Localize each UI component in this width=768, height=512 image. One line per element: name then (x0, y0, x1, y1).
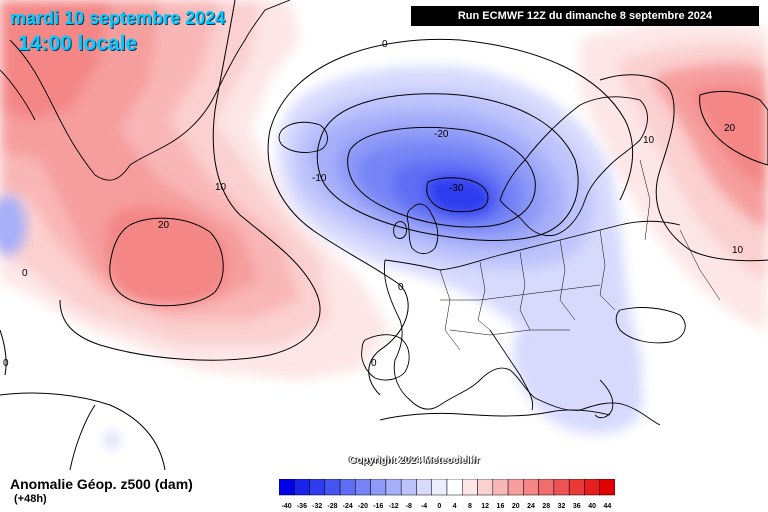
legend-value: 20 (512, 503, 520, 510)
legend-swatch (279, 479, 295, 496)
legend-swatch (385, 479, 402, 496)
forecast-time: 14:00 locale (18, 32, 138, 55)
legend-value: 40 (588, 503, 596, 510)
legend-value: -4 (421, 503, 427, 510)
legend-value: -16 (373, 503, 383, 510)
country-borders (439, 159, 721, 351)
legend-value: -24 (343, 503, 353, 510)
copyright-notice: Copyright 2024 Meteociel.fr (349, 455, 480, 466)
legend-value: -8 (406, 503, 412, 510)
legend-value: 36 (573, 503, 581, 510)
legend-swatch (462, 479, 478, 496)
legend-swatch (568, 479, 585, 496)
forecast-date: mardi 10 septembre 2024 (10, 8, 226, 28)
legend-value: 12 (481, 503, 489, 510)
legend-swatch (538, 479, 555, 496)
legend-value: 4 (453, 503, 457, 510)
legend-swatch (355, 479, 371, 496)
anomaly-map: 0 -10 -20 -30 10 20 0 0 10 10 20 0 0 (0, 0, 768, 470)
legend-swatch (553, 479, 570, 496)
contour-label: -10 (312, 173, 327, 184)
coastlines (0, 0, 686, 426)
negative-anomaly-north (278, 66, 642, 413)
legend-swatch (477, 479, 494, 496)
legend-swatch (492, 479, 509, 496)
contour-label: 0 (3, 358, 9, 369)
legend-swatch (294, 479, 310, 496)
legend-swatch (584, 479, 600, 496)
legend-swatch (599, 479, 615, 496)
parameter-label: Anomalie Géop. z500 (dam) (10, 476, 193, 492)
lead-time-label: (+48h) (14, 493, 47, 505)
legend-value: 0 (437, 503, 441, 510)
negative-anomaly-balkans (104, 326, 643, 448)
positive-anomaly-east (580, 23, 768, 330)
contour-label: 0 (371, 358, 377, 369)
legend-swatch (523, 479, 539, 496)
legend-swatch (416, 479, 432, 496)
color-legend: -40 -36 -32 -28 -24 -20 -16 -12 -8 -4 0 4 8 12 16 20 24 2… (279, 479, 615, 510)
legend-value: -28 (327, 503, 337, 510)
legend-swatch (309, 479, 326, 496)
legend-swatch (339, 479, 356, 496)
contour-label: 10 (732, 245, 744, 256)
legend-value: 44 (603, 503, 611, 510)
contour-labels: 0 -10 -20 -30 10 20 0 0 10 10 20 0 0 (3, 39, 744, 369)
positive-anomaly-west (0, 0, 390, 380)
contour-label: 0 (382, 39, 388, 50)
legend-swatch (370, 479, 387, 496)
contour-label: 10 (215, 182, 227, 193)
contour-label: 0 (398, 282, 404, 293)
legend-swatch (400, 479, 417, 496)
legend-swatch (431, 479, 448, 496)
contours (0, 0, 768, 470)
legend-value: -12 (388, 503, 398, 510)
contour-label: 10 (643, 135, 655, 146)
negative-patch-west (0, 195, 26, 255)
legend-swatch (324, 479, 341, 496)
contour-label: -20 (434, 129, 449, 140)
legend-value: 32 (558, 503, 566, 510)
legend-value: 28 (542, 503, 550, 510)
legend-value: -32 (312, 503, 322, 510)
contour-label: 20 (724, 123, 736, 134)
legend-value: 16 (497, 503, 505, 510)
contour-label: 0 (22, 268, 28, 279)
legend-value: -36 (297, 503, 307, 510)
legend-value: -20 (358, 503, 368, 510)
legend-swatch (446, 479, 463, 496)
legend-value: 8 (468, 503, 472, 510)
legend-value: 24 (527, 503, 535, 510)
legend-swatch (507, 479, 524, 496)
contour-label: 20 (158, 220, 170, 231)
run-info: Run ECMWF 12Z du dimanche 8 septembre 20… (411, 6, 759, 26)
legend-value: -40 (282, 503, 292, 510)
contour-label: -30 (449, 183, 464, 194)
